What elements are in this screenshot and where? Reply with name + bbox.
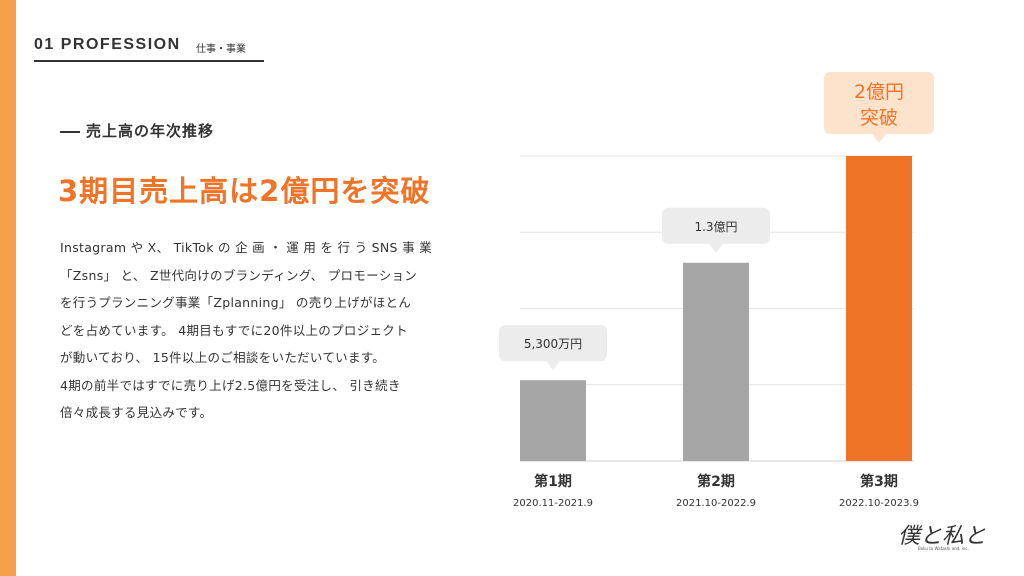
category-label: 第3期 [860, 473, 898, 490]
body-text: Instagram や X、 TikTok の 企 画 ・ 運 用 を 行 う … [60, 234, 470, 427]
period-label: 2022.10-2023.9 [839, 498, 919, 509]
left-accent-bar [0, 0, 16, 576]
bar [683, 262, 749, 461]
body-line: 倍々成長する見込みです。 [60, 405, 213, 420]
revenue-bar-chart: 5,300万円 第1期 2020.11-2021.9 1.3億円第2期 2021.10-… [490, 60, 950, 520]
dash-icon [60, 130, 80, 133]
data-label: 突破 [860, 107, 898, 129]
period-label: 2020.11-2021.9 [513, 498, 593, 509]
body-line: Instagram や X、 TikTok の 企 画 ・ 運 用 を 行 う … [60, 240, 432, 255]
value-callout [499, 325, 607, 362]
body-line: を行うプランニング事業「Zplanning」 の売り上げがほとん [60, 295, 412, 310]
logo-signature: 僕と私と [898, 524, 987, 549]
subheading: 売上高の年次推移 [60, 120, 214, 141]
bar [846, 156, 912, 461]
callout-pointer [546, 361, 560, 371]
bar [520, 380, 586, 461]
subheading-text: 売上高の年次推移 [86, 122, 215, 140]
headline: 3期目売上高は2億円を突破 [58, 174, 431, 208]
data-label: 1.3億円 [694, 220, 737, 234]
company-logo: 僕と私と Boku to Watashi and, inc. [898, 518, 994, 554]
body-line: 4期の前半ではすでに売り上げ2.5億円を受注し、 引き続き [60, 377, 401, 393]
data-label: 2億円 [854, 81, 904, 103]
callout-pointer [709, 243, 723, 253]
category-label: 第2期 [697, 473, 735, 490]
section-subtitle: 仕事・事業 [196, 44, 246, 55]
period-label: 2021.10-2022.9 [676, 498, 756, 509]
category-label: 第1期 [534, 473, 572, 490]
data-label: 5,300万円 [524, 337, 582, 351]
value-callout [662, 207, 770, 244]
section-header: 01 PROFESSION 仕事・事業 [34, 34, 264, 62]
logo-tagline: Boku to Watashi and, inc. [918, 546, 969, 551]
section-title: 01 PROFESSION [34, 36, 181, 53]
body-line: 「Zsns」 と、 Z世代向けのブランディング、 プロモーション [60, 267, 418, 283]
callout-pointer [872, 134, 886, 143]
value-callout [824, 72, 934, 134]
body-line: が動いており、 15件以上のご相談をいただいています。 [60, 350, 386, 365]
body-line: どを占めています。 4期目もすでに20件以上のプロジェクト [60, 322, 408, 338]
